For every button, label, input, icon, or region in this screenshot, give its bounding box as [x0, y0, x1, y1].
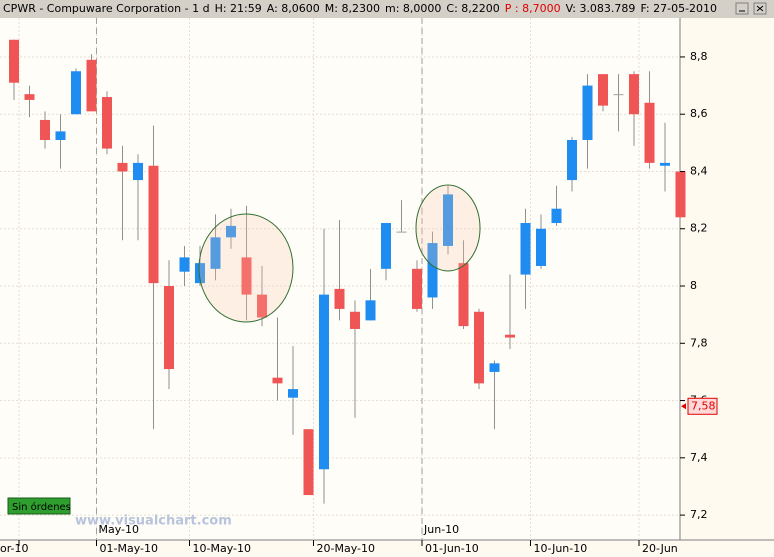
candle-body — [133, 162, 143, 181]
y-tick-label: 7,2 — [690, 508, 708, 521]
candle-body — [334, 288, 345, 309]
candle-body — [179, 257, 190, 272]
candle-body — [40, 119, 50, 140]
x-tick-label: 01-Jun-10 — [425, 542, 479, 555]
candle-body — [412, 268, 422, 309]
candle-body — [71, 71, 81, 115]
candle-body — [210, 237, 221, 269]
candle-body — [474, 311, 484, 384]
candle-body — [427, 243, 438, 298]
candle-body — [241, 257, 252, 295]
candle-body — [288, 389, 298, 398]
candle-body — [675, 171, 686, 218]
candle-body — [613, 94, 624, 96]
minimize-button[interactable] — [735, 2, 749, 15]
header-field: P : 8,7000 — [505, 2, 561, 15]
candle-body — [195, 263, 205, 284]
candle-body — [303, 429, 314, 496]
candle-body — [629, 74, 639, 115]
candle-body — [350, 311, 360, 329]
status-box — [7, 497, 71, 515]
candles — [9, 39, 686, 504]
header-field: A: 8,0600 — [267, 2, 320, 15]
y-tick-label: 8,2 — [690, 222, 708, 235]
price-arrow — [681, 403, 686, 410]
header-field: C: 8,2200 — [446, 2, 499, 15]
candle-body — [381, 223, 391, 269]
candle-body — [9, 39, 19, 83]
highlight-circle — [415, 184, 481, 272]
header: CPWR - Compuware Corporation - 1 d H: 21:… — [3, 2, 717, 15]
candle-body — [226, 225, 236, 238]
axes: 8,88,68,48,287,87,67,47,2or-1001-May-101… — [0, 50, 718, 555]
y-tick-label: 8 — [690, 279, 697, 292]
candle-body — [272, 377, 283, 384]
x-axis-panel — [0, 540, 774, 557]
y-axis-panel — [680, 18, 774, 540]
highlight-circle — [198, 213, 294, 323]
candle-body — [24, 94, 35, 100]
candle-body — [567, 139, 577, 181]
header-field: F: 27-05-2010 — [640, 2, 717, 15]
candle-body — [117, 162, 128, 172]
candle-body — [443, 194, 453, 246]
candle-body — [319, 294, 329, 470]
x-tick-label: 01-May-10 — [100, 542, 158, 555]
candle-body — [458, 263, 469, 327]
status-text: Sin órdenes — [12, 501, 71, 513]
candle-body — [55, 131, 66, 140]
candle-body — [505, 334, 515, 338]
month-label: Jun-10 — [423, 523, 459, 536]
title-bar — [0, 0, 774, 18]
y-tick-label: 8,6 — [690, 107, 708, 120]
symbol: CPWR - Compuware Corporation - 1 d — [3, 2, 210, 15]
candle-body — [536, 228, 546, 266]
y-tick-label: 7,4 — [690, 451, 708, 464]
header-field: H: 21:59 — [215, 2, 262, 15]
candle-body — [582, 85, 593, 140]
x-tick-label: 10-May-10 — [193, 542, 251, 555]
header-field: m: 8,0000 — [385, 2, 441, 15]
candle-body — [644, 102, 655, 163]
watermark: www.visualchart.com — [75, 514, 232, 529]
y-tick-label: 7,8 — [690, 336, 708, 349]
candle-body — [660, 162, 670, 166]
candle-body — [396, 231, 407, 233]
y-tick-label: 8,8 — [690, 50, 708, 63]
price-label: 7,58 — [691, 399, 716, 412]
header-field: M: 8,2300 — [325, 2, 380, 15]
y-tick-label: 8,4 — [690, 164, 708, 177]
candle-body — [257, 294, 267, 318]
candle-body — [86, 59, 97, 112]
x-tick-label: 20-May-10 — [317, 542, 375, 555]
grid — [0, 18, 680, 540]
candle-body — [551, 208, 562, 224]
x-tick-label: 20-Jun — [642, 542, 678, 555]
candle-body — [102, 97, 112, 149]
x-tick-label: 10-Jun-10 — [534, 542, 588, 555]
candle-body — [148, 165, 159, 284]
icon — [756, 5, 764, 12]
header-field: V: 3.083.789 — [566, 2, 636, 15]
candle-body — [489, 363, 500, 372]
candle-body — [520, 223, 531, 275]
candle-body — [164, 286, 174, 370]
header-text: CPWR - Compuware Corporation - 1 d H: 21:… — [3, 2, 717, 15]
month-label: May-10 — [99, 523, 140, 536]
candle-body — [365, 300, 376, 321]
price-box — [687, 397, 718, 415]
candle-body — [598, 74, 608, 106]
x-tick-label: or-10 — [0, 542, 29, 555]
